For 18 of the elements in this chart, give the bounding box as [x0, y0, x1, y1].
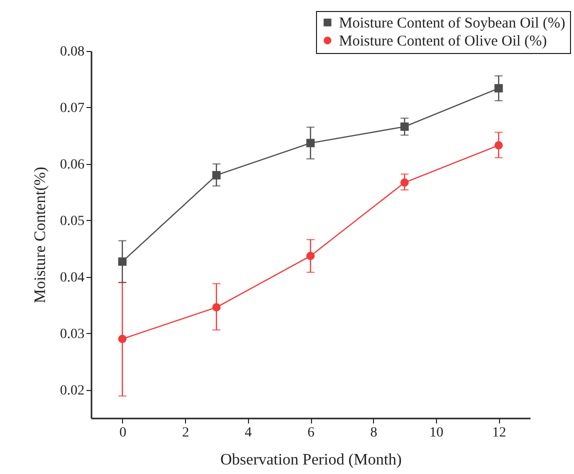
x-tick-label: 10: [429, 426, 444, 440]
y-tick-label: 0.04: [60, 270, 84, 286]
y-tick-label: 0.03: [60, 326, 84, 342]
x-tick-label: 6: [308, 426, 314, 440]
x-tick-label: 8: [370, 426, 378, 440]
x-axis-title: Observation Period (Month): [220, 452, 402, 468]
x-tick-label: 4: [244, 426, 252, 440]
x-tick-label: 0: [119, 426, 126, 440]
y-tick-label: 0.02: [60, 383, 84, 398]
legend-label: Moisture Content of Olive Oil (%): [339, 34, 547, 50]
y-axis-title: Moisture Content(%): [32, 166, 49, 304]
y-tick-label: 0.08: [60, 44, 84, 60]
y-tick-label: 0.05: [60, 214, 84, 229]
y-tick-label: 0.06: [60, 157, 84, 172]
x-tick-label: 2: [182, 426, 190, 440]
legend-label: Moisture Content of Soybean Oil (%): [339, 16, 566, 32]
y-tick-label: 0.07: [60, 100, 84, 116]
x-tick-label: 12: [492, 426, 506, 440]
